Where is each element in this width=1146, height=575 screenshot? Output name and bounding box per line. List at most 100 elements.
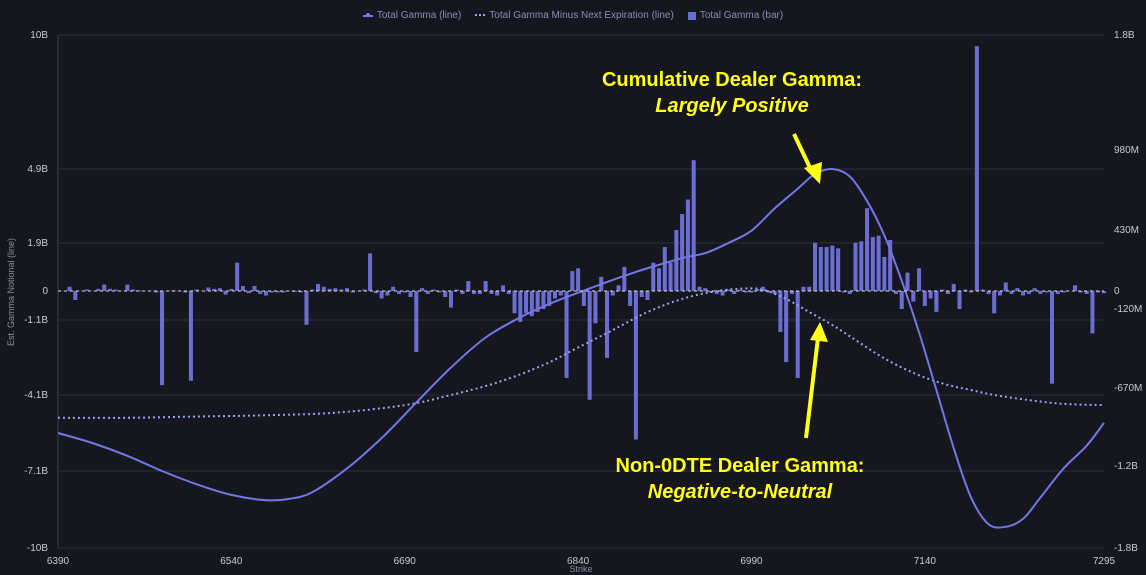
bar xyxy=(333,288,338,291)
bar xyxy=(304,291,309,325)
right-tick-label: 0 xyxy=(1114,286,1120,297)
bar xyxy=(206,287,211,291)
bar xyxy=(408,291,413,297)
bar xyxy=(489,291,494,294)
bar xyxy=(448,291,453,308)
left-tick-label: 10B xyxy=(30,30,48,41)
bar xyxy=(876,235,881,291)
bar xyxy=(131,289,136,291)
bar xyxy=(310,289,315,291)
bar xyxy=(258,291,263,294)
bar xyxy=(824,247,829,291)
bar xyxy=(859,241,864,291)
bar xyxy=(102,284,107,291)
right-tick-label: -120M xyxy=(1114,304,1142,315)
bar xyxy=(928,291,933,299)
bar xyxy=(454,289,459,291)
bar xyxy=(1009,291,1014,294)
dotted-swatch-icon xyxy=(475,13,486,18)
bar xyxy=(969,291,974,293)
bar xyxy=(154,291,159,293)
bar xyxy=(813,242,818,291)
bar xyxy=(275,291,280,293)
bar xyxy=(772,291,777,294)
right-tick-label: -670M xyxy=(1114,383,1142,394)
bar xyxy=(604,291,610,358)
bar xyxy=(841,291,846,293)
bar xyxy=(483,281,488,291)
bar xyxy=(316,283,321,291)
bar xyxy=(84,289,89,291)
bar xyxy=(396,291,401,294)
bar xyxy=(992,291,997,314)
bar xyxy=(1026,291,1031,294)
right-tick-label: -1.2B xyxy=(1114,461,1138,472)
bar xyxy=(986,291,991,294)
bar xyxy=(541,291,546,309)
left-tick-label: -7.1B xyxy=(24,466,48,477)
bar xyxy=(472,291,477,294)
x-axis-title: Strike xyxy=(569,564,592,574)
bar xyxy=(593,291,598,324)
bar xyxy=(512,291,517,314)
legend-total-gamma-bar[interactable]: Total Gamma (bar) xyxy=(687,10,783,21)
bar xyxy=(893,291,898,294)
bar xyxy=(697,286,702,291)
bar xyxy=(368,253,373,291)
annotation-cumulative-subtitle: Largely Positive xyxy=(655,95,808,117)
x-tick-label: 6690 xyxy=(394,556,417,567)
bar xyxy=(373,291,378,294)
x-tick-label: 6840 xyxy=(567,556,590,567)
bar xyxy=(552,291,558,299)
legend-total-gamma-line[interactable]: Total Gamma (line) xyxy=(362,10,461,21)
right-tick-label: 430M xyxy=(1114,225,1139,236)
total-gamma-line xyxy=(57,167,1105,529)
bar xyxy=(622,266,627,291)
bar xyxy=(934,291,939,312)
chart-legend: Total Gamma (line) Total Gamma Minus Nex… xyxy=(0,10,1146,21)
bar xyxy=(524,291,529,314)
bar xyxy=(974,46,979,291)
bar xyxy=(420,288,425,291)
bar xyxy=(639,291,644,297)
bar xyxy=(847,291,852,294)
bar xyxy=(402,291,407,293)
bar xyxy=(298,291,303,293)
bar xyxy=(628,291,633,306)
bar xyxy=(766,291,771,293)
right-axis: 1.8B 980M 430M 0 -120M -670M -1.2B -1.8B xyxy=(1114,30,1142,554)
bar xyxy=(1084,291,1089,294)
bar xyxy=(917,268,922,291)
bar xyxy=(668,262,673,291)
bar xyxy=(235,262,240,291)
x-tick-label: 7140 xyxy=(914,556,937,567)
bar xyxy=(391,286,396,291)
bar xyxy=(789,291,794,294)
legend-minus-next-exp-line[interactable]: Total Gamma Minus Next Expiration (line) xyxy=(475,10,674,21)
bar xyxy=(385,291,390,296)
bar xyxy=(547,291,552,306)
bar xyxy=(425,291,430,294)
bar xyxy=(500,285,506,291)
bar xyxy=(339,289,344,291)
bar xyxy=(1032,288,1037,291)
bar xyxy=(703,288,708,291)
bar xyxy=(576,268,581,291)
bar xyxy=(691,160,696,291)
bar xyxy=(662,247,667,291)
bar xyxy=(379,291,384,299)
bar xyxy=(535,291,540,312)
bar xyxy=(362,289,367,291)
bar xyxy=(807,286,812,291)
bar xyxy=(801,286,806,291)
bar xyxy=(558,291,563,296)
bar xyxy=(1038,291,1043,294)
bar xyxy=(870,237,875,291)
right-tick-label: 1.8B xyxy=(1114,30,1135,41)
bar xyxy=(656,268,662,291)
bar xyxy=(281,291,286,293)
bar xyxy=(997,291,1003,296)
annotation-non0dte: Non-0DTE Dealer Gamma: Negative-to-Neutr… xyxy=(616,322,864,503)
left-tick-label: 4.9B xyxy=(27,164,48,175)
